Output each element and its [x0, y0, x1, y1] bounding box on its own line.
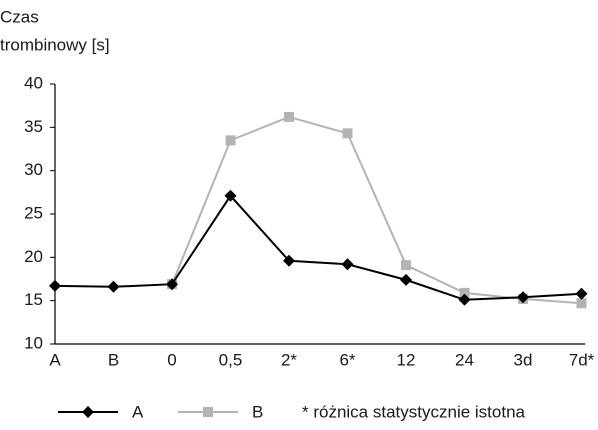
marker [49, 279, 61, 292]
y-tick-label: 10 [24, 333, 43, 352]
x-tick-label: 2* [281, 350, 297, 369]
marker [576, 298, 587, 309]
x-tick-label: A [49, 350, 61, 369]
marker [400, 273, 412, 286]
x-tick-label: 0 [167, 350, 176, 369]
marker [166, 278, 178, 291]
x-tick-label: 7d* [569, 350, 595, 369]
x-tick-label: 12 [397, 350, 416, 369]
x-tick-label: 0,5 [219, 350, 243, 369]
y-tick-label: 30 [24, 160, 43, 179]
series-line [54, 194, 582, 301]
x-tick-label: 3d [514, 350, 533, 369]
marker [284, 111, 294, 122]
marker [82, 406, 94, 418]
marker [458, 293, 471, 306]
legend-label: B [252, 402, 263, 421]
marker [224, 189, 237, 202]
marker [341, 258, 354, 271]
marker [575, 287, 588, 300]
marker [225, 135, 236, 146]
marker [203, 407, 213, 417]
y-axis-label: Czas [0, 7, 39, 26]
legend-label: A [132, 402, 144, 421]
y-tick-label: 35 [24, 117, 43, 136]
x-tick-label: 24 [455, 350, 474, 369]
marker [459, 287, 470, 298]
y-tick-label: 20 [24, 247, 43, 266]
x-tick-label: 6* [339, 350, 355, 369]
annotation: * różnica statystycznie istotna [302, 402, 526, 421]
y-axis-label: trombinowy [s] [0, 35, 110, 54]
marker [107, 280, 120, 293]
y-tick-label: 25 [24, 203, 43, 222]
marker [342, 128, 353, 139]
marker [517, 291, 529, 304]
marker [283, 254, 295, 267]
marker [401, 260, 411, 271]
y-tick-label: 15 [24, 290, 43, 309]
y-tick-label: 40 [24, 73, 43, 92]
x-tick-label: B [108, 350, 119, 369]
